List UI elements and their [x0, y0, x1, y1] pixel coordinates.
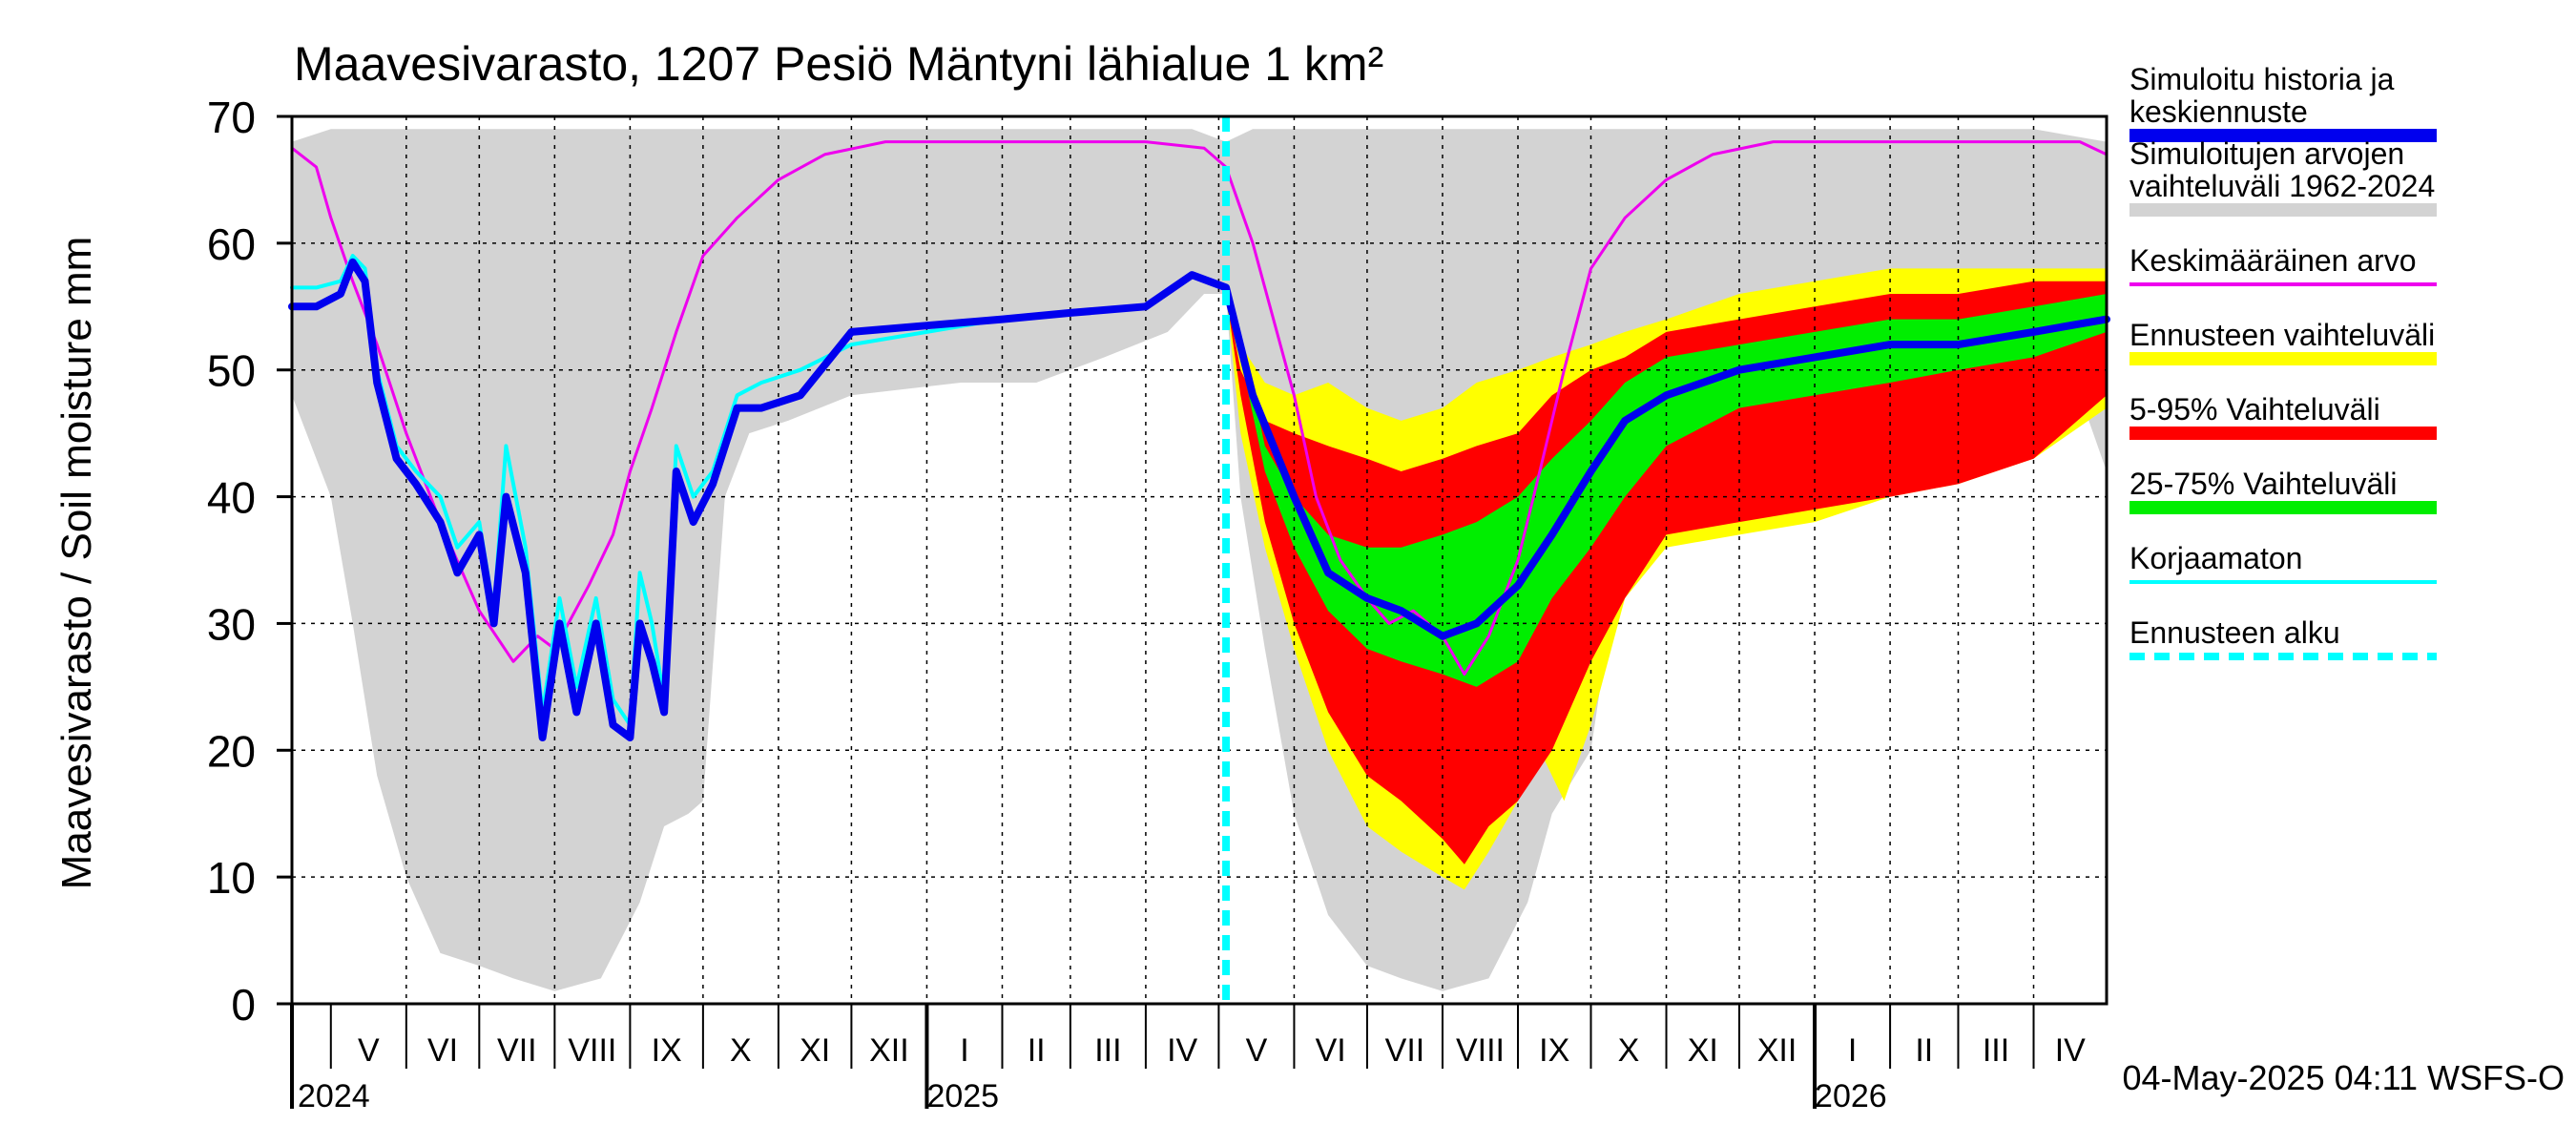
x-month-label-15: VIII	[1456, 1032, 1505, 1069]
y-ticks: 0 10 20 30 40 50 60 70	[207, 93, 292, 1030]
y-tick-label-40: 40	[207, 473, 256, 523]
y-tick-label-10: 10	[207, 853, 256, 903]
x-month-label-4: IX	[652, 1032, 682, 1069]
lines-layer	[288, 140, 2110, 741]
x-month-label-6: XI	[800, 1032, 830, 1069]
legend-label-3: Ennusteen vaihteluväli	[2129, 318, 2435, 352]
x-month-label-22: III	[1983, 1032, 2009, 1069]
legend-label-7: Ennusteen alku	[2129, 615, 2340, 650]
x-month-label-10: III	[1094, 1032, 1121, 1069]
timestamp: 04-May-2025 04:11 WSFS-O	[2122, 1058, 2565, 1097]
band-simul-itujen-arvojen-vaihteluva-li-1962-2024	[292, 129, 2107, 991]
bands-layer	[292, 129, 2107, 991]
band-25-75-vaihteluva-li	[1226, 294, 2107, 687]
x-month-label-14: VII	[1385, 1032, 1425, 1069]
x-year-label-2026: 2026	[1815, 1078, 1887, 1114]
y-tick-label-30: 30	[207, 599, 256, 649]
plot-frame	[290, 114, 2109, 1006]
x-month-label-23: IV	[2055, 1032, 2086, 1069]
y-tick-label-20: 20	[207, 726, 256, 776]
chart-title: Maavesivarasto, 1207 Pesiö Mäntyni lähia…	[294, 37, 1383, 91]
x-month-label-21: II	[1915, 1032, 1933, 1069]
x-month-label-5: X	[730, 1032, 752, 1069]
band-5-95-vaihteluva-li	[1226, 281, 2107, 864]
y-tick-label-60: 60	[207, 219, 256, 269]
y-tick-label-70: 70	[207, 93, 256, 142]
x-axis: V VI VII VIII IX X XI XII I II III IV V VI VII VIII IX X X…	[290, 1004, 2086, 1114]
y-tick-label-0: 0	[231, 980, 256, 1030]
x-month-label-16: IX	[1539, 1032, 1569, 1069]
plot-area	[288, 114, 2110, 1006]
series-simuloitu-historia-ja-keskiennuste	[288, 258, 2110, 741]
x-month-label-2: VII	[497, 1032, 537, 1069]
x-month-label-18: XI	[1688, 1032, 1718, 1069]
legend-label-2: Keskimääräinen arvo	[2129, 243, 2417, 278]
x-month-label-13: VI	[1316, 1032, 1346, 1069]
x-month-label-12: V	[1246, 1032, 1268, 1069]
legend-label-6: Korjaamaton	[2129, 541, 2302, 575]
legend-label-5: 25-75% Vaihteluväli	[2129, 467, 2397, 501]
legend-label-1: Simuloitujen arvojen vaihteluväli 1962-20…	[2129, 136, 2435, 203]
y-axis-label: Maavesivarasto / Soil moisture mm	[53, 237, 100, 890]
x-month-label-3: VIII	[568, 1032, 616, 1069]
x-month-label-9: II	[1028, 1032, 1046, 1069]
x-month-label-7: XII	[869, 1032, 909, 1069]
x-month-label-11: IV	[1167, 1032, 1197, 1069]
x-month-label-19: XII	[1757, 1032, 1797, 1069]
x-month-label-17: X	[1618, 1032, 1640, 1069]
grid-layer	[292, 116, 2107, 1004]
x-month-label-8: I	[960, 1032, 968, 1069]
x-month-label-1: VI	[427, 1032, 458, 1069]
series-keskima-a-ra-inen-arvo	[290, 140, 2109, 677]
x-year-label-2024: 2024	[298, 1078, 370, 1114]
legend-label-0: Simuloitu historia ja keskiennuste	[2129, 62, 2395, 129]
x-month-label-0: V	[358, 1032, 380, 1069]
y-tick-label-50: 50	[207, 346, 256, 396]
x-year-label-2025: 2025	[926, 1078, 999, 1114]
x-month-label-20: I	[1848, 1032, 1857, 1069]
legend: Simuloitu historia ja keskiennuste Simuloi…	[2129, 62, 2437, 660]
legend-label-4: 5-95% Vaihteluväli	[2129, 392, 2380, 427]
